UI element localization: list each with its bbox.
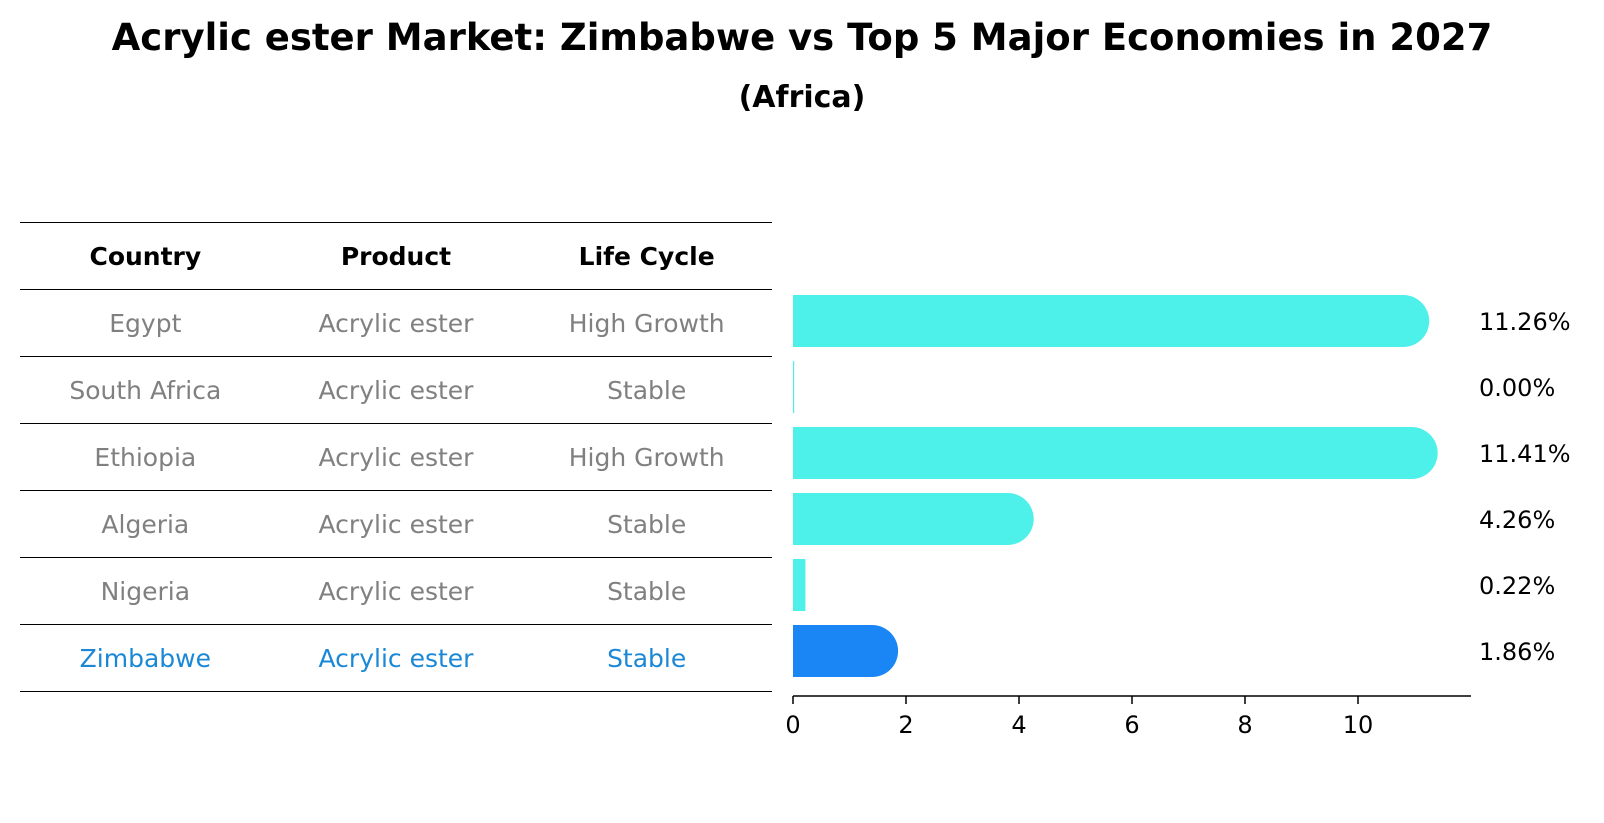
cell-product: Acrylic ester bbox=[270, 423, 522, 491]
table-row-highlighted: Zimbabwe Acrylic ester Stable bbox=[20, 624, 772, 692]
value-label: 0.22% bbox=[1479, 572, 1555, 600]
chart-subtitle: (Africa) bbox=[738, 80, 866, 115]
data-table: Country Product Life Cycle Egypt Acrylic… bbox=[20, 222, 772, 692]
cell-product: Acrylic ester bbox=[270, 557, 522, 625]
cell-country: Nigeria bbox=[20, 557, 271, 625]
value-label: 4.26% bbox=[1479, 506, 1555, 534]
header-life-cycle: Life Cycle bbox=[521, 222, 772, 290]
x-tick-label: 4 bbox=[1011, 711, 1026, 739]
table-row: Ethiopia Acrylic ester High Growth bbox=[20, 423, 772, 491]
table-header-row: Country Product Life Cycle bbox=[20, 222, 772, 290]
x-tick-label: 6 bbox=[1124, 711, 1139, 739]
cell-product: Acrylic ester bbox=[270, 356, 522, 424]
bar-egypt bbox=[793, 295, 1430, 347]
cell-country: Algeria bbox=[20, 490, 271, 558]
table-row: Algeria Acrylic ester Stable bbox=[20, 490, 772, 558]
header-country: Country bbox=[20, 222, 271, 290]
bar-algeria bbox=[793, 493, 1034, 545]
cell-life-cycle: Stable bbox=[521, 490, 772, 558]
cell-life-cycle: Stable bbox=[521, 557, 772, 625]
chart-title: Acrylic ester Market: Zimbabwe vs Top 5 … bbox=[111, 16, 1493, 59]
cell-product: Acrylic ester bbox=[270, 289, 522, 357]
cell-country: Ethiopia bbox=[20, 423, 271, 491]
cell-life-cycle: High Growth bbox=[521, 423, 772, 491]
table-row: South Africa Acrylic ester Stable bbox=[20, 356, 772, 424]
cell-country: Zimbabwe bbox=[20, 624, 271, 692]
cell-life-cycle: Stable bbox=[521, 624, 772, 692]
x-tick-label: 10 bbox=[1343, 711, 1374, 739]
cell-life-cycle: High Growth bbox=[521, 289, 772, 357]
bar-ethiopia bbox=[793, 427, 1438, 479]
value-label: 0.00% bbox=[1479, 374, 1555, 402]
bar-south-africa bbox=[793, 361, 795, 413]
bar-zimbabwe bbox=[793, 625, 899, 677]
x-tick-label: 8 bbox=[1237, 711, 1252, 739]
cell-product: Acrylic ester bbox=[270, 490, 522, 558]
cell-life-cycle: Stable bbox=[521, 356, 772, 424]
header-product: Product bbox=[270, 222, 522, 290]
cell-country: Egypt bbox=[20, 289, 271, 357]
table-row: Egypt Acrylic ester High Growth bbox=[20, 289, 772, 357]
value-label: 11.26% bbox=[1479, 308, 1571, 336]
x-tick-label: 2 bbox=[898, 711, 913, 739]
value-label: 1.86% bbox=[1479, 638, 1555, 666]
cell-country: South Africa bbox=[20, 356, 271, 424]
bar-nigeria bbox=[793, 559, 806, 611]
x-tick-label: 0 bbox=[785, 711, 800, 739]
table-row: Nigeria Acrylic ester Stable bbox=[20, 557, 772, 625]
value-label: 11.41% bbox=[1479, 440, 1571, 468]
cell-product: Acrylic ester bbox=[270, 624, 522, 692]
